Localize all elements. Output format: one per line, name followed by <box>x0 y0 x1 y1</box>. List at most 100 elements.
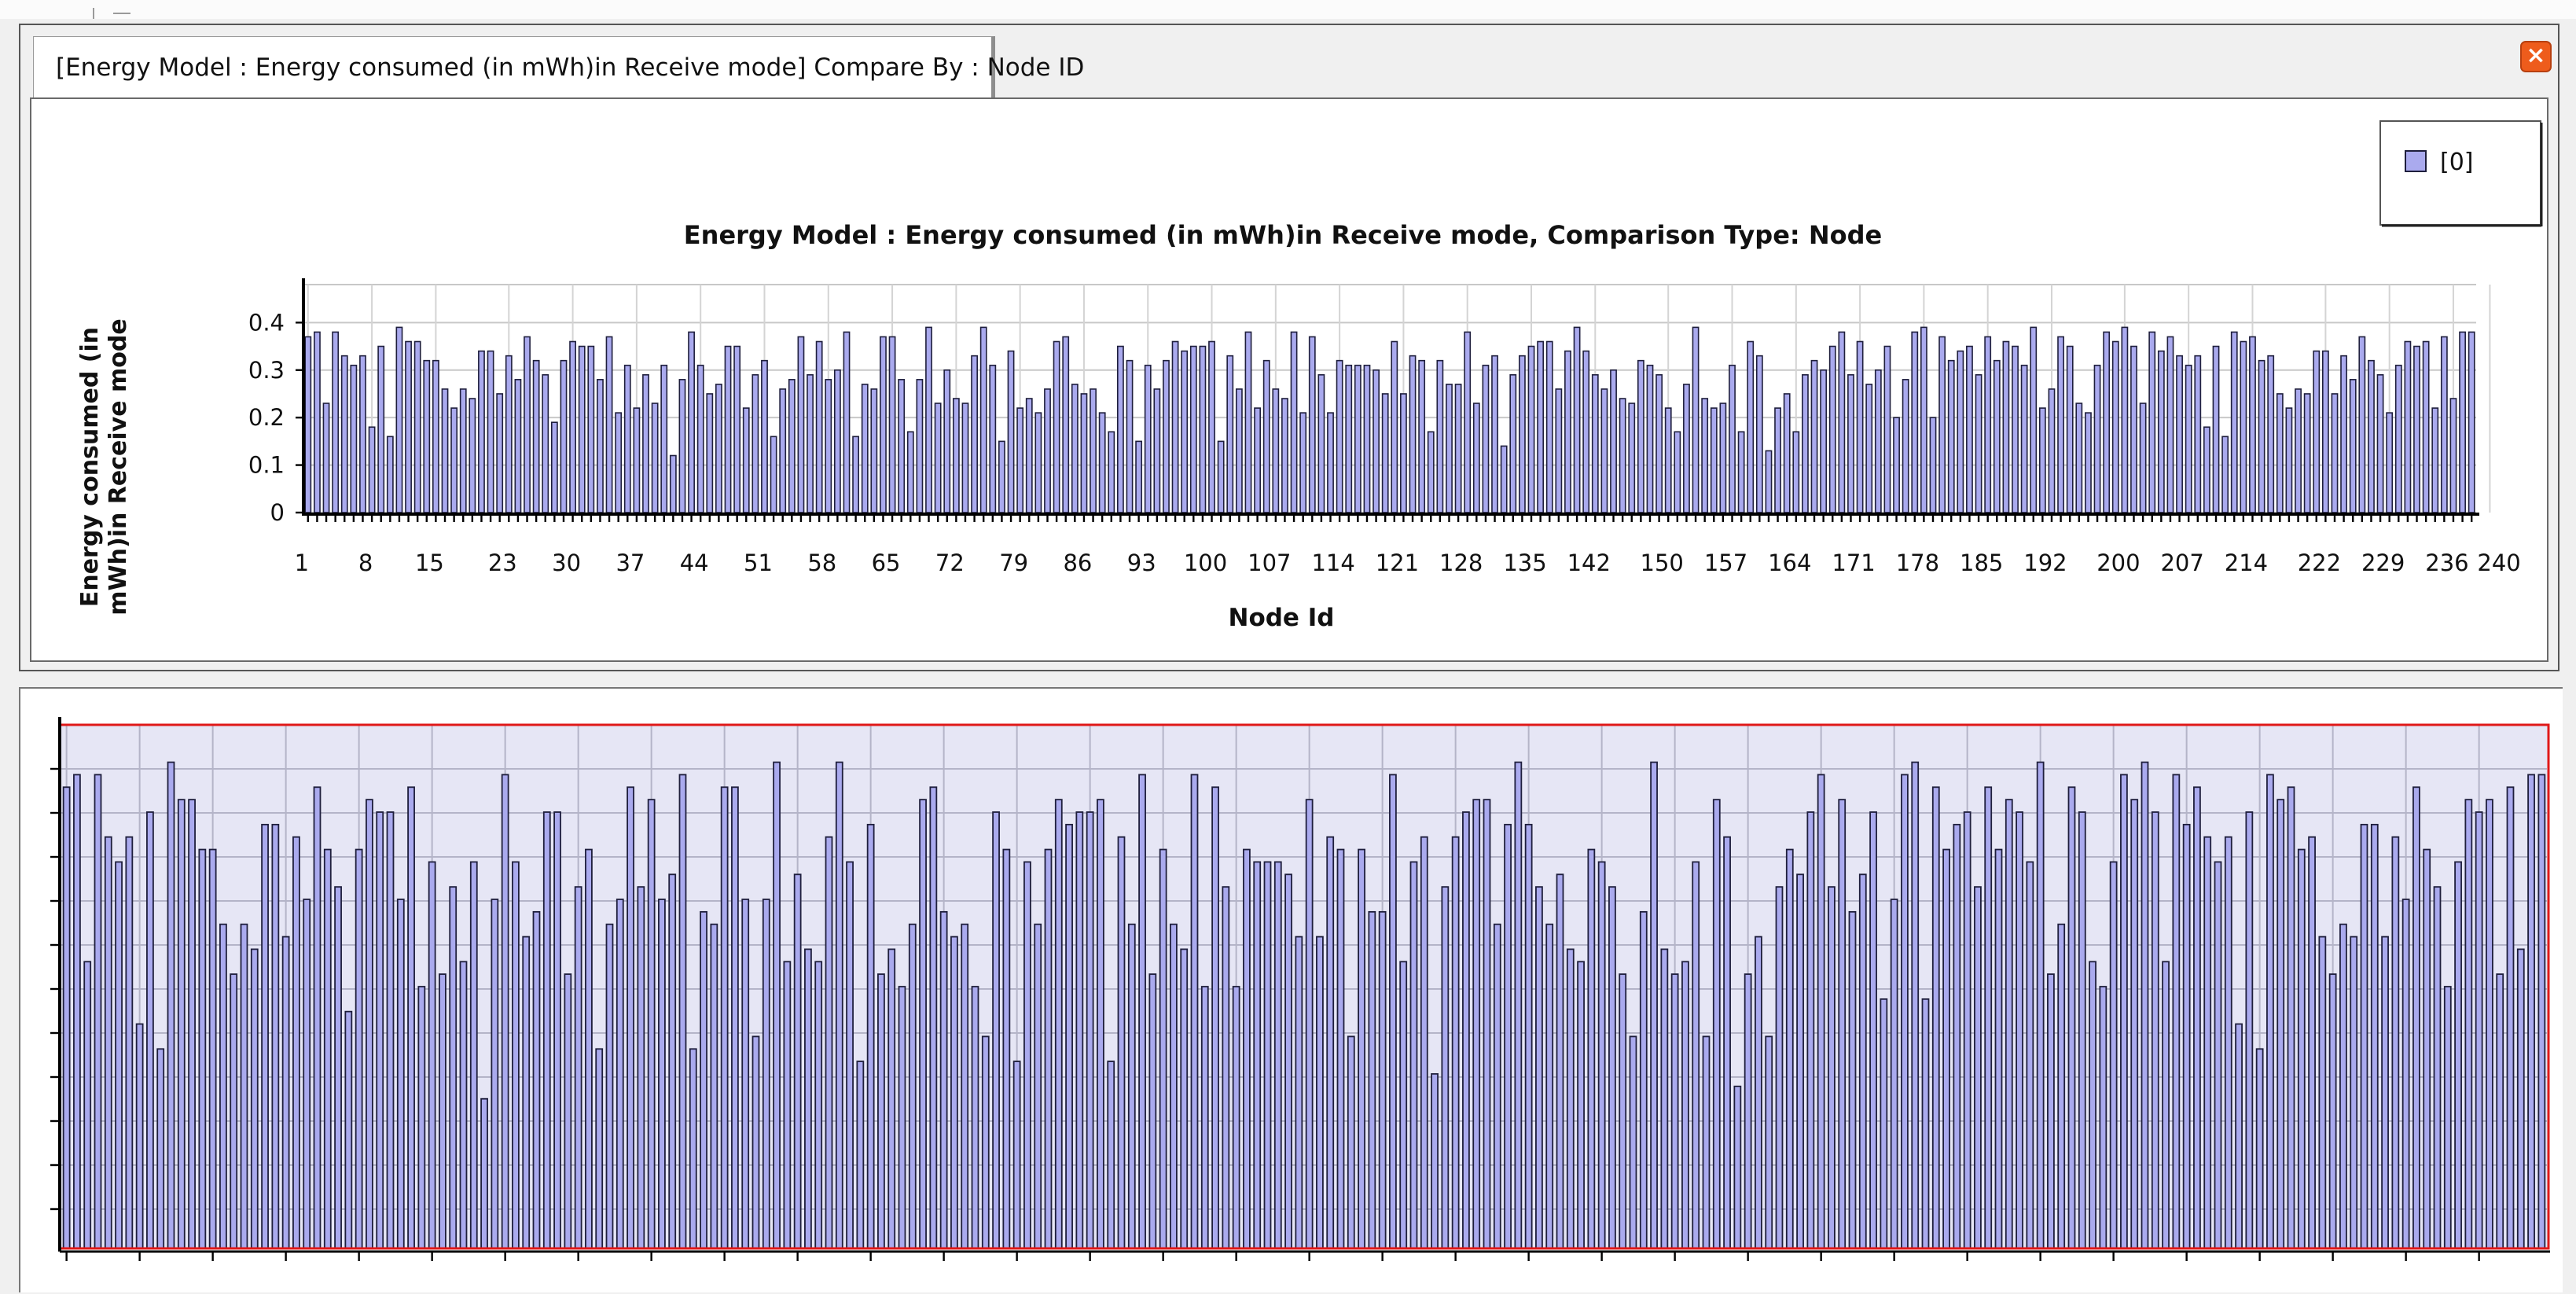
bar <box>950 936 958 1249</box>
bar <box>825 379 832 513</box>
bar <box>642 373 649 513</box>
bar <box>852 436 860 513</box>
bar <box>1712 799 1721 1249</box>
bar <box>449 886 458 1249</box>
bar <box>469 861 478 1249</box>
bar <box>1482 364 1490 513</box>
bar <box>1065 823 1073 1249</box>
tab-chart[interactable]: [Energy Model : Energy consumed (in mWh)… <box>33 36 1084 97</box>
bar <box>587 345 595 513</box>
bar <box>1765 1035 1773 1249</box>
bar <box>1514 761 1523 1249</box>
bar <box>1086 811 1094 1249</box>
bar <box>2443 986 2452 1249</box>
bar <box>423 359 431 513</box>
bar <box>1391 340 1398 513</box>
bar <box>1327 412 1334 513</box>
bar <box>1573 326 1581 513</box>
bar <box>724 345 732 513</box>
bar <box>779 388 787 513</box>
bar <box>450 407 458 513</box>
bar <box>856 1061 865 1249</box>
bar <box>788 379 796 513</box>
x-tick-label: 44 <box>680 550 709 576</box>
bar <box>2066 345 2074 513</box>
bar <box>1974 886 1982 1249</box>
bar <box>303 899 311 1249</box>
bar <box>1920 326 1927 513</box>
bar <box>998 440 1005 513</box>
axes-bottom <box>50 717 2550 1261</box>
bar <box>1577 961 1585 1249</box>
bar <box>496 393 504 513</box>
bar <box>2221 436 2229 513</box>
bar <box>2048 388 2056 513</box>
bar <box>261 823 269 1249</box>
bar <box>2423 848 2431 1249</box>
x-tick-label: 240 <box>2477 550 2520 576</box>
bar <box>870 388 878 513</box>
bar <box>804 948 812 1249</box>
bar <box>861 384 869 513</box>
bar <box>1921 998 1930 1249</box>
bar <box>1737 431 1745 513</box>
bar <box>1902 379 1909 513</box>
bar <box>334 886 342 1249</box>
bar <box>1098 412 1106 513</box>
bar <box>396 899 405 1249</box>
x-tick-label: 185 <box>1960 550 2003 576</box>
bar <box>1931 786 1940 1249</box>
bar <box>1483 799 1491 1249</box>
bar <box>1409 861 1418 1249</box>
y-tick-label: 0 <box>270 499 285 526</box>
bar <box>888 336 896 513</box>
bar <box>350 364 358 513</box>
bar <box>1472 799 1481 1249</box>
legend-box <box>2379 120 2541 226</box>
x-tick-label: 37 <box>616 550 645 576</box>
bar <box>1883 345 1891 513</box>
bar <box>1023 861 1031 1249</box>
bar <box>532 359 540 513</box>
bar <box>2340 355 2347 513</box>
bar <box>1381 393 1389 513</box>
bar <box>1733 1085 1742 1249</box>
x-tick-label: 128 <box>1439 550 1483 576</box>
bar <box>925 326 932 513</box>
bar <box>359 355 366 513</box>
bar <box>595 1048 604 1249</box>
x-axis-label: Node Id <box>1229 604 1335 632</box>
bar <box>1848 910 1857 1249</box>
bar <box>807 373 814 513</box>
bar <box>815 340 823 513</box>
bar <box>1802 373 1809 513</box>
bar <box>542 811 551 1249</box>
y-tick-label: 0.1 <box>248 452 285 479</box>
bar <box>669 454 677 513</box>
x-tick-label: 65 <box>872 550 901 576</box>
bar <box>1692 861 1700 1249</box>
bar <box>846 861 854 1249</box>
bar <box>2002 340 2010 513</box>
bar <box>2468 331 2475 513</box>
bar <box>1597 861 1606 1249</box>
bar <box>1436 359 1444 513</box>
bar <box>1462 811 1470 1249</box>
bar <box>2078 811 2086 1249</box>
bar <box>94 774 102 1249</box>
bar <box>989 364 997 513</box>
bar <box>2318 936 2327 1249</box>
bar <box>1171 340 1179 513</box>
bar <box>1148 973 1157 1249</box>
bar <box>2057 336 2064 513</box>
bar <box>1034 923 1042 1249</box>
bar <box>1509 373 1517 513</box>
close-icon[interactable]: × <box>2520 41 2552 72</box>
bar <box>514 379 522 513</box>
bar <box>1828 345 1836 513</box>
bar <box>439 973 446 1249</box>
bar <box>952 398 960 513</box>
bar <box>1107 1061 1115 1249</box>
bar <box>1235 388 1243 513</box>
bar <box>1211 786 1219 1249</box>
